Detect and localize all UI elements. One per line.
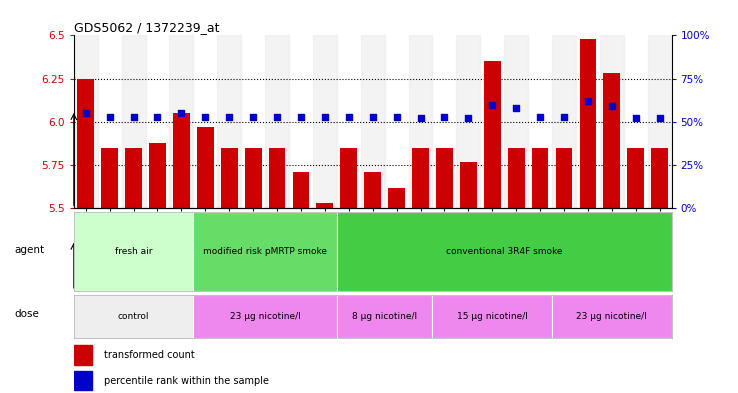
Point [486,101,498,108]
Bar [217,35,241,208]
Bar [556,148,573,208]
Text: 15 μg nicotine/l: 15 μg nicotine/l [457,312,528,321]
Bar [125,148,142,208]
Bar [193,212,337,291]
Point [271,114,283,120]
Point [390,114,402,120]
Bar [245,148,261,208]
Bar [337,295,432,338]
Text: percentile rank within the sample: percentile rank within the sample [103,376,269,386]
Bar [77,79,94,208]
Bar [504,35,528,208]
Bar [456,35,480,208]
Text: transformed count: transformed count [103,350,194,360]
Text: control: control [118,312,149,321]
Point [558,114,570,120]
Bar [337,212,672,291]
Bar [651,148,668,208]
Bar [365,172,381,208]
Point [606,103,618,109]
Text: GDS5062 / 1372239_at: GDS5062 / 1372239_at [74,21,219,34]
Bar [122,35,145,208]
Point [510,105,522,111]
Point [295,114,307,120]
Point [104,114,116,120]
Point [582,98,594,104]
Point [151,114,163,120]
Bar [74,371,92,391]
Point [224,114,235,120]
Point [247,114,259,120]
Bar [412,148,429,208]
Bar [193,295,337,338]
Point [199,114,211,120]
Bar [600,35,624,208]
Bar [531,148,548,208]
Bar [265,35,289,208]
Bar [409,35,432,208]
Bar [101,148,118,208]
Bar [552,35,576,208]
Bar [317,203,334,208]
Point [463,115,475,121]
Bar [484,61,500,208]
Point [534,114,546,120]
Bar [170,35,193,208]
Point [319,114,331,120]
Bar [648,35,672,208]
Bar [74,35,97,208]
Bar [436,148,453,208]
Bar [432,295,552,338]
Text: agent: agent [15,244,45,255]
Text: modified risk pMRTP smoke: modified risk pMRTP smoke [203,247,327,256]
Bar [74,212,193,291]
Point [343,114,355,120]
Bar [340,148,357,208]
Point [176,110,187,116]
Bar [388,187,405,208]
Bar [74,345,92,365]
Bar [292,172,309,208]
Bar [508,148,525,208]
Point [367,114,379,120]
Point [80,110,92,116]
Text: 23 μg nicotine/l: 23 μg nicotine/l [230,312,300,321]
Point [438,114,450,120]
Text: dose: dose [15,309,40,320]
Point [415,115,427,121]
Bar [604,73,620,208]
Bar [149,143,166,208]
Bar [313,35,337,208]
Point [630,115,641,121]
Bar [579,39,596,208]
Bar [552,295,672,338]
Text: 8 μg nicotine/l: 8 μg nicotine/l [352,312,417,321]
Bar [460,162,477,208]
Bar [627,148,644,208]
Bar [269,148,286,208]
Bar [74,295,193,338]
Bar [197,127,214,208]
Point [128,114,139,120]
Text: fresh air: fresh air [115,247,152,256]
Point [654,115,666,121]
Text: 23 μg nicotine/l: 23 μg nicotine/l [576,312,647,321]
Bar [173,113,190,208]
Text: conventional 3R4F smoke: conventional 3R4F smoke [446,247,562,256]
Bar [361,35,384,208]
Bar [221,148,238,208]
